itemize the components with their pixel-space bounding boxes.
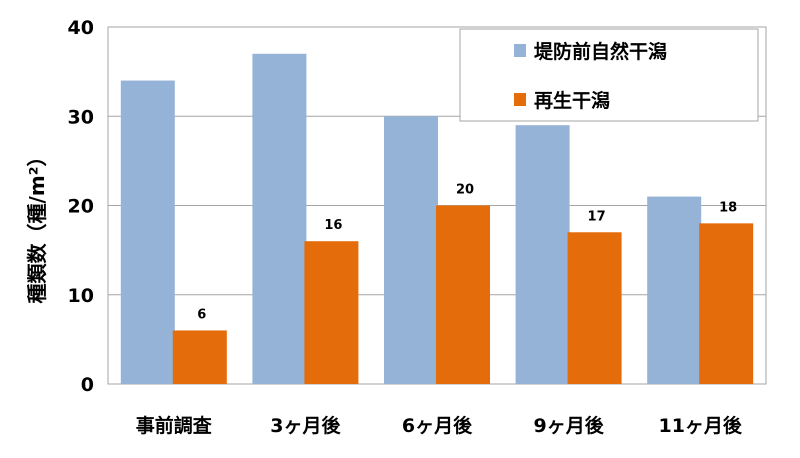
- legend: 堤防前自然干潟 再生干潟: [459, 28, 759, 122]
- y-tick-label: 0: [81, 374, 94, 396]
- x-tick-label: 6ヶ月後: [402, 414, 473, 437]
- bar-natural: [515, 125, 570, 385]
- y-axis-ticks: 0 10 20 30 40: [68, 17, 94, 396]
- bar-natural: [384, 116, 438, 384]
- legend-swatch-natural: [514, 44, 526, 57]
- legend-box: [459, 28, 759, 122]
- bar-restored: [567, 232, 622, 384]
- data-labels: 6 16 20 17 18: [197, 183, 737, 323]
- y-tick-label: 30: [68, 106, 94, 128]
- y-tick-label: 20: [68, 196, 94, 218]
- x-tick-label: 事前調査: [136, 414, 213, 437]
- bar-natural: [647, 196, 702, 384]
- legend-swatch-restored: [514, 93, 526, 106]
- legend-label-natural: 堤防前自然干潟: [534, 40, 667, 63]
- bar-natural: [252, 53, 307, 385]
- x-axis-ticks: 事前調査 3ヶ月後 6ヶ月後 9ヶ月後 11ヶ月後: [136, 414, 743, 437]
- x-tick-label: 11ヶ月後: [658, 414, 742, 437]
- bars: [120, 53, 754, 385]
- bar-restored: [699, 223, 754, 384]
- data-label: 20: [456, 183, 474, 198]
- bar-restored: [172, 330, 227, 384]
- y-axis-label: 種類数（種/m²）: [25, 147, 49, 304]
- bar-restored: [304, 241, 359, 384]
- data-label: 18: [719, 200, 737, 215]
- bar-natural: [120, 80, 175, 385]
- y-tick-label: 40: [68, 17, 94, 39]
- data-label: 17: [588, 209, 606, 224]
- x-tick-label: 3ヶ月後: [270, 414, 341, 437]
- data-label: 16: [324, 218, 342, 233]
- bar-restored: [436, 205, 490, 384]
- y-tick-label: 10: [68, 285, 94, 307]
- x-tick-label: 9ヶ月後: [533, 414, 604, 437]
- legend-label-restored: 再生干潟: [534, 89, 610, 112]
- data-label: 6: [197, 307, 206, 322]
